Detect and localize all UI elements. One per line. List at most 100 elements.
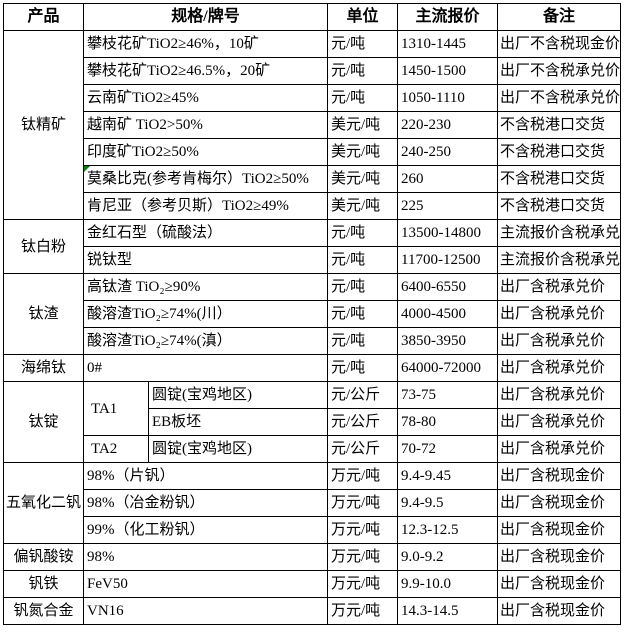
- header-note: 备注: [497, 3, 622, 31]
- price-cell: 9.0-9.2: [397, 543, 499, 571]
- titanium-vanadium-price-table: 产品 规格/牌号 单位 主流报价 备注 钛精矿 攀枝花矿TiO2≥46%，10矿…: [3, 3, 622, 625]
- unit-cell: 元/公斤: [327, 381, 399, 409]
- price-cell: 12.3-12.5: [397, 516, 499, 544]
- note-cell: 不含税港口交货: [497, 111, 622, 139]
- spec-cell: 攀枝花矿TiO2≥46%，10矿: [82, 30, 329, 58]
- note-cell: 不含税港口交货: [497, 138, 622, 166]
- table-row: TA2 圆锭(宝鸡地区) 元/公斤 70-72 出厂含税承兑价: [4, 435, 622, 463]
- table-row: EB板坯 元/公斤 78-80 出厂含税承兑价: [4, 408, 622, 436]
- spec-cell: EB板坯: [147, 408, 329, 436]
- note-cell: 出厂含税承兑价: [497, 435, 622, 463]
- note-cell: 出厂含税现金价: [497, 489, 622, 517]
- price-cell: 1050-1110: [397, 84, 499, 112]
- table-row: 锐钛型 元/吨 11700-12500 主流报价含税承兑: [4, 246, 622, 274]
- product-cell: 钒氮合金: [3, 597, 84, 625]
- unit-cell: 元/吨: [327, 57, 399, 85]
- note-cell: 出厂含税承兑价: [497, 354, 622, 382]
- note-cell: 出厂不含税承兑价: [497, 84, 622, 112]
- price-cell: 220-230: [397, 111, 499, 139]
- table-row: 酸溶渣TiO₂≥74%(滇） 元/吨 3850-3950 出厂含税承兑价: [4, 327, 622, 355]
- unit-cell: 万元/吨: [327, 570, 399, 598]
- unit-cell: 万元/吨: [327, 489, 399, 517]
- unit-cell: 万元/吨: [327, 543, 399, 571]
- unit-cell: 美元/吨: [327, 165, 399, 193]
- price-cell: 3850-3950: [397, 327, 499, 355]
- spec-cell: 高钛渣 TiO₂≥90%: [82, 273, 329, 301]
- price-cell: 11700-12500: [397, 246, 499, 274]
- product-cell: 钛渣: [3, 273, 84, 355]
- unit-cell: 万元/吨: [327, 516, 399, 544]
- unit-cell: 元/吨: [327, 273, 399, 301]
- price-cell: 9.4-9.45: [397, 462, 499, 490]
- price-cell: 14.3-14.5: [397, 597, 499, 625]
- product-cell: 钛白粉: [3, 219, 84, 274]
- header-price: 主流报价: [397, 3, 499, 31]
- table-row: 98%（冶金粉钒） 万元/吨 9.4-9.5 出厂含税现金价: [4, 489, 622, 517]
- table-row: 印度矿TiO2≥50% 美元/吨 240-250 不含税港口交货: [4, 138, 622, 166]
- unit-cell: 美元/吨: [327, 192, 399, 220]
- header-spec: 规格/牌号: [82, 3, 329, 31]
- note-cell: 出厂含税现金价: [497, 516, 622, 544]
- table-row: 五氧化二钒 98%（片钒） 万元/吨 9.4-9.45 出厂含税现金价: [3, 462, 622, 544]
- unit-cell: 元/吨: [327, 219, 399, 247]
- spec-cell: 酸溶渣TiO₂≥74%(川）: [82, 300, 329, 328]
- unit-cell: 美元/吨: [327, 111, 399, 139]
- header-row: 产品 规格/牌号 单位 主流报价 备注: [3, 3, 622, 31]
- note-cell: 出厂含税承兑价: [497, 300, 622, 328]
- table-row: 肯尼亚（参考贝斯）TiO2≥49% 美元/吨 225 不含税港口交货: [4, 192, 622, 220]
- spec-cell: 99%（化工粉钒）: [82, 516, 329, 544]
- spec-cell: 圆锭(宝鸡地区): [147, 435, 329, 463]
- unit-cell: 元/吨: [327, 246, 399, 274]
- spec-cell: 0#: [82, 354, 329, 382]
- unit-cell: 万元/吨: [327, 462, 399, 490]
- spec-cell: VN16: [82, 597, 329, 625]
- spec-cell: 越南矿 TiO2>50%: [82, 111, 329, 139]
- table-row: 钛渣 高钛渣 TiO₂≥90% 元/吨 6400-6550 出厂含税承兑价: [3, 273, 622, 355]
- note-cell: 出厂含税承兑价: [497, 408, 622, 436]
- unit-cell: 元/吨: [327, 30, 399, 58]
- product-cell: 海绵钛: [3, 354, 84, 382]
- unit-cell: 元/吨: [327, 300, 399, 328]
- note-cell: 出厂含税现金价: [497, 543, 622, 571]
- unit-cell: 万元/吨: [327, 597, 399, 625]
- spec-cell: 98%: [82, 543, 329, 571]
- product-cell: 偏钒酸铵: [3, 543, 84, 571]
- spec-cell: 印度矿TiO2≥50%: [82, 138, 329, 166]
- table-row: 云南矿TiO2≥45% 元/吨 1050-1110 出厂不含税承兑价: [4, 84, 622, 112]
- price-cell: 4000-4500: [397, 300, 499, 328]
- error-indicator-triangle: [84, 166, 90, 172]
- spec-cell: 锐钛型: [82, 246, 329, 274]
- table-row: 钛精矿 攀枝花矿TiO2≥46%，10矿 元/吨 1310-1445 出厂不含税…: [3, 30, 622, 220]
- note-cell: 出厂含税承兑价: [497, 273, 622, 301]
- unit-cell: 元/公斤: [327, 408, 399, 436]
- price-cell: 78-80: [397, 408, 499, 436]
- table-row: 越南矿 TiO2>50% 美元/吨 220-230 不含税港口交货: [4, 111, 622, 139]
- note-cell: 出厂含税现金价: [497, 570, 622, 598]
- spec-cell: 莫桑比克(参考肯梅尔）TiO2≥50%: [82, 165, 329, 193]
- product-cell: 钒铁: [3, 570, 84, 598]
- unit-cell: 元/吨: [327, 84, 399, 112]
- product-cell: 钛精矿: [3, 30, 84, 220]
- spec-cell: 肯尼亚（参考贝斯）TiO2≥49%: [82, 192, 329, 220]
- price-cell: 9.9-10.0: [397, 570, 499, 598]
- price-cell: 240-250: [397, 138, 499, 166]
- table-row: 海绵钛 0# 元/吨 64000-72000 出厂含税承兑价: [3, 354, 622, 382]
- spec-text: 莫桑比克(参考肯梅尔）TiO2≥50%: [87, 171, 309, 187]
- price-cell: 73-75: [397, 381, 499, 409]
- spec-cell: 圆锭(宝鸡地区): [147, 381, 329, 409]
- note-cell: 出厂不含税承兑价: [497, 57, 622, 85]
- note-cell: 不含税港口交货: [497, 192, 622, 220]
- spec-cell: 98%（冶金粉钒）: [82, 489, 329, 517]
- price-cell: 1450-1500: [397, 57, 499, 85]
- table-row: 莫桑比克(参考肯梅尔）TiO2≥50% 美元/吨 260 不含税港口交货: [4, 165, 622, 193]
- spec-cell: 98%（片钒）: [82, 462, 329, 490]
- table-row: 酸溶渣TiO₂≥74%(川） 元/吨 4000-4500 出厂含税承兑价: [4, 300, 622, 328]
- product-cell: 五氧化二钒: [3, 462, 84, 544]
- price-cell: 9.4-9.5: [397, 489, 499, 517]
- price-cell: 1310-1445: [397, 30, 499, 58]
- note-cell: 主流报价含税承兑: [497, 246, 622, 274]
- price-cell: 64000-72000: [397, 354, 499, 382]
- note-cell: 出厂含税现金价: [497, 597, 622, 625]
- note-cell: 出厂含税承兑价: [497, 381, 622, 409]
- unit-cell: 元/公斤: [327, 435, 399, 463]
